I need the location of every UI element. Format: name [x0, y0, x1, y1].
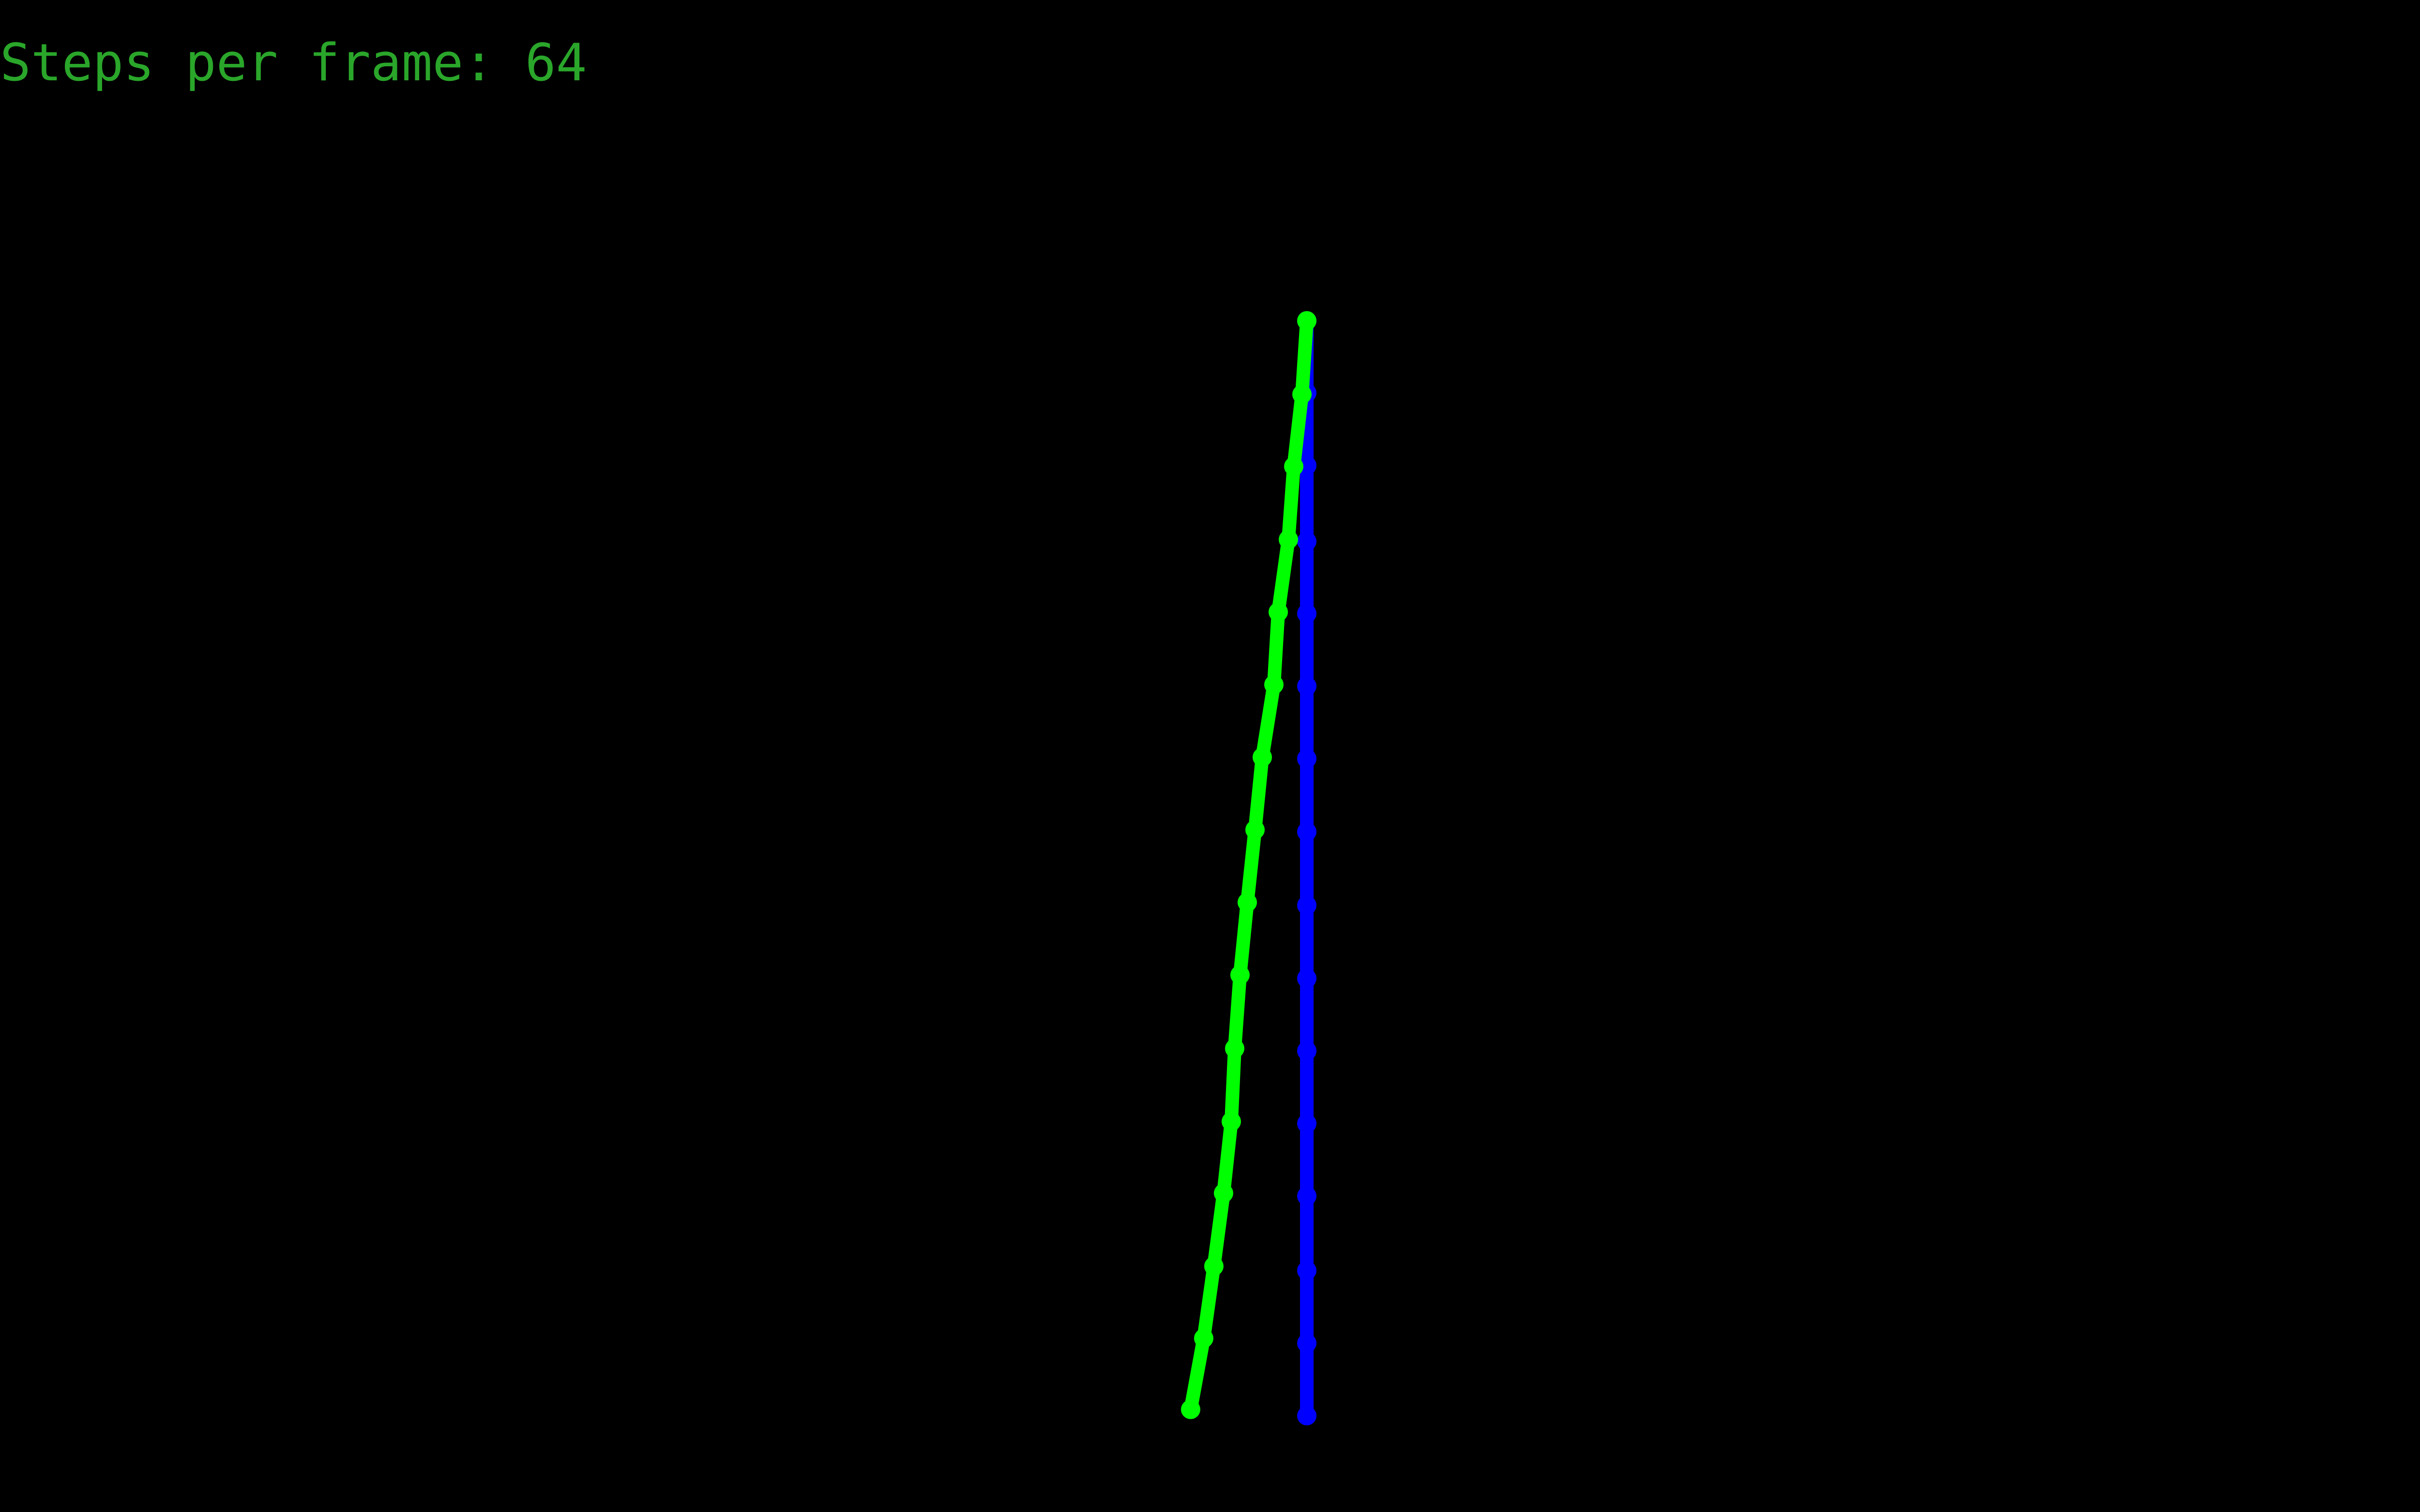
- green-rope-segment: [1282, 460, 1301, 546]
- green-rope-node: [1284, 457, 1303, 476]
- blue-rope-node: [1297, 749, 1316, 768]
- blue-rope-node: [1297, 604, 1316, 623]
- blue-rope-node: [1297, 532, 1316, 551]
- green-rope-segment: [1197, 1259, 1221, 1345]
- green-rope-segment: [1248, 750, 1269, 837]
- green-rope-node: [1194, 1329, 1213, 1348]
- green-rope-node: [1204, 1257, 1224, 1276]
- green-rope: [1181, 311, 1316, 1419]
- green-rope-node: [1214, 1183, 1233, 1203]
- green-rope-node: [1292, 385, 1312, 404]
- green-rope-node: [1264, 675, 1284, 694]
- green-rope-segment: [1184, 1332, 1210, 1416]
- green-rope-node: [1230, 965, 1250, 985]
- blue-rope-node: [1297, 676, 1316, 696]
- steps-per-frame-label: Steps per frame: 64: [0, 33, 587, 92]
- blue-rope-node: [1297, 1406, 1316, 1425]
- green-rope-node: [1225, 1039, 1244, 1058]
- green-rope-segment: [1228, 968, 1247, 1055]
- green-rope-segment: [1287, 388, 1309, 473]
- green-rope-segment: [1295, 314, 1314, 401]
- blue-rope-node: [1297, 1333, 1316, 1353]
- green-rope-segment: [1255, 678, 1281, 764]
- blue-rope-node: [1297, 969, 1316, 988]
- green-rope-node: [1253, 748, 1272, 767]
- green-rope-segment: [1240, 823, 1262, 909]
- blue-rope-node: [1297, 1114, 1316, 1133]
- blue-rope: [1297, 311, 1316, 1425]
- green-rope-node: [1222, 1112, 1241, 1131]
- green-rope-node: [1269, 602, 1288, 622]
- green-rope-segment: [1225, 1042, 1241, 1128]
- blue-rope-node: [1297, 896, 1316, 915]
- green-rope-segment: [1233, 896, 1254, 982]
- blue-rope-node: [1297, 1186, 1316, 1206]
- blue-rope-node: [1297, 822, 1316, 841]
- green-rope-node: [1279, 530, 1298, 549]
- green-rope-node: [1238, 893, 1257, 912]
- green-rope-segment: [1207, 1186, 1230, 1273]
- blue-rope-node: [1297, 1041, 1316, 1061]
- green-rope-segment: [1267, 605, 1285, 691]
- blue-rope-node: [1297, 1261, 1316, 1280]
- green-rope-node: [1297, 311, 1316, 330]
- green-rope-node: [1245, 820, 1265, 839]
- green-rope-node: [1181, 1400, 1200, 1419]
- green-rope-segment: [1271, 533, 1295, 619]
- green-rope-segment: [1217, 1115, 1238, 1200]
